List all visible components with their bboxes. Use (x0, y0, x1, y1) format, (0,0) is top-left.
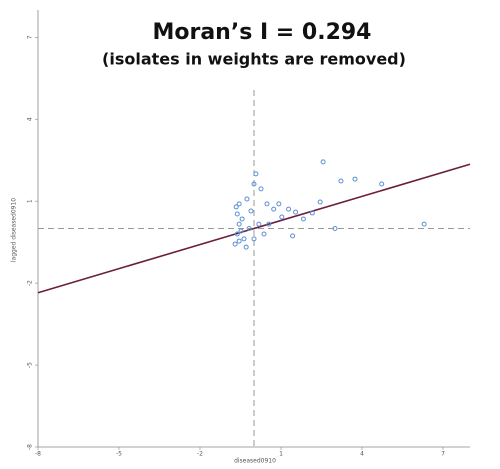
point (300, 216, 306, 222)
point (232, 241, 238, 247)
point (286, 206, 292, 212)
x-tick-label: -5 (116, 451, 122, 458)
point (264, 201, 270, 207)
point (239, 216, 245, 222)
x-tick-label: 7 (441, 451, 445, 458)
y-tick-label: -8 (27, 444, 34, 450)
point (246, 226, 252, 231)
fit-line (37, 163, 471, 294)
point (251, 236, 257, 242)
point (236, 201, 242, 207)
point (279, 214, 285, 220)
point (261, 231, 267, 237)
y-axis-label: lagged diseased0910 (11, 198, 18, 262)
point (309, 210, 315, 216)
point (233, 204, 239, 210)
point (244, 196, 250, 202)
point (248, 208, 254, 214)
point (293, 209, 299, 215)
point (238, 228, 244, 234)
point (352, 176, 358, 182)
y-tick-label: 4 (27, 117, 34, 121)
point (379, 181, 385, 187)
point (256, 221, 262, 227)
y-tick-label: -5 (27, 362, 34, 368)
point (236, 221, 242, 227)
point (253, 171, 259, 177)
point (320, 159, 326, 165)
point (234, 231, 240, 237)
x-tick-label: 4 (360, 451, 364, 458)
point (258, 186, 264, 192)
x-tick-label: -8 (35, 451, 41, 458)
point (266, 221, 272, 227)
point (317, 199, 323, 205)
y-tick-label: 7 (27, 35, 34, 39)
point (234, 211, 240, 217)
y-tick-label: 1 (27, 199, 34, 203)
x-tick-label: 1 (279, 451, 283, 458)
point (243, 244, 249, 250)
point (421, 221, 427, 227)
point (338, 178, 344, 184)
point (332, 226, 338, 231)
point (276, 201, 282, 207)
point (271, 206, 277, 212)
x-axis-label: diseased0910 (234, 458, 276, 465)
y-tick-label: -2 (27, 280, 34, 286)
point (241, 236, 247, 242)
chart-subtitle: (isolates in weights are removed) (102, 50, 406, 69)
point (251, 181, 257, 187)
chart-title: Moran’s I = 0.294 (152, 20, 371, 45)
x-tick-label: -2 (197, 451, 203, 458)
point (290, 233, 296, 239)
point (236, 238, 242, 244)
